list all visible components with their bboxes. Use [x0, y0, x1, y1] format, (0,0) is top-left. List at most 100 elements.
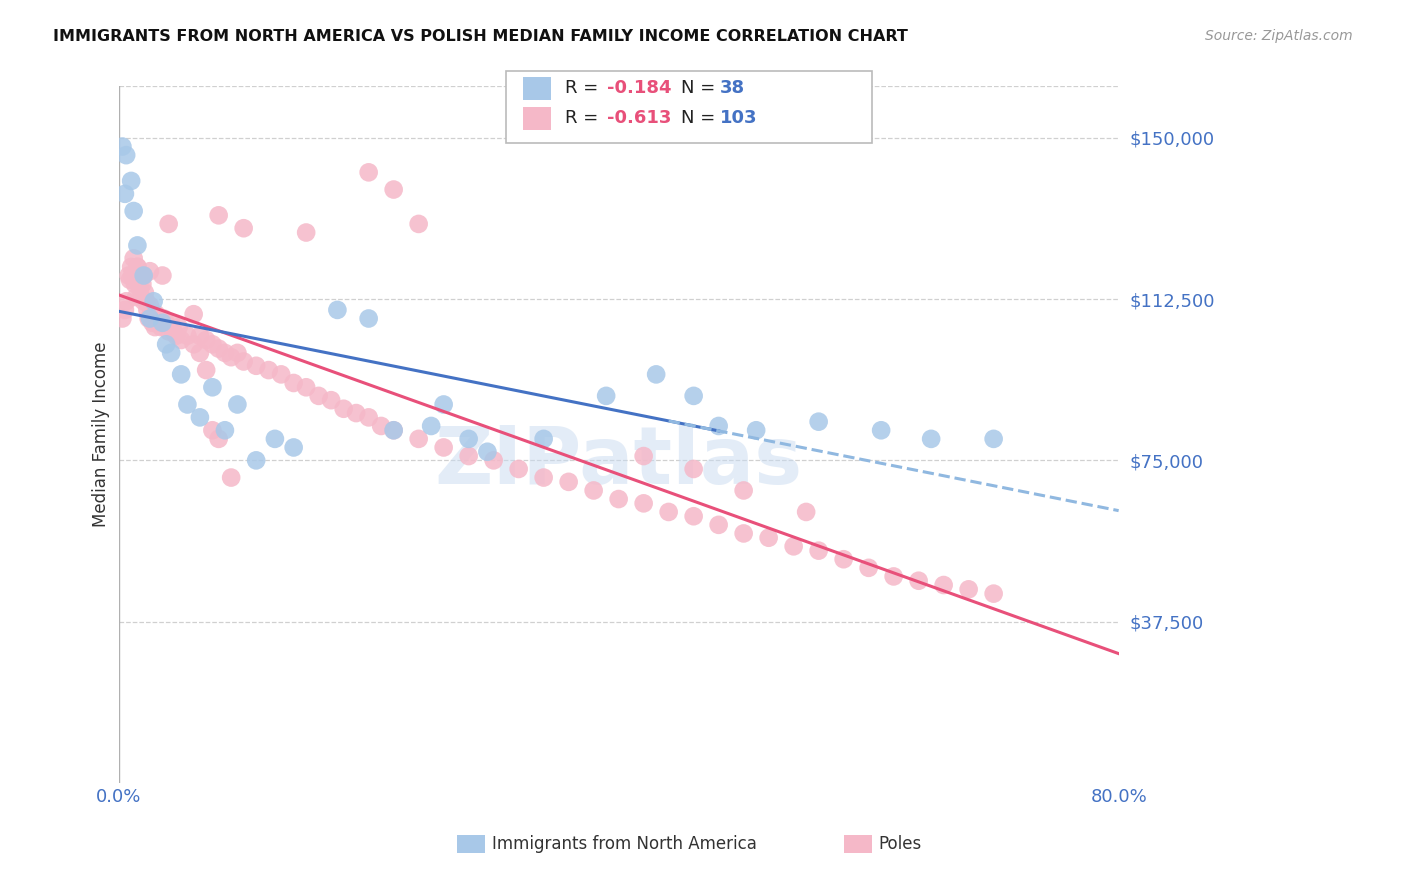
- Point: [332, 401, 354, 416]
- Point: [170, 333, 193, 347]
- Point: [132, 268, 155, 283]
- Point: [733, 526, 755, 541]
- Point: [208, 208, 231, 222]
- Point: [508, 462, 530, 476]
- Point: [201, 380, 224, 394]
- Point: [870, 423, 893, 437]
- Point: [920, 432, 942, 446]
- Point: [370, 419, 392, 434]
- Point: [245, 359, 267, 373]
- Point: [983, 432, 1005, 446]
- Point: [595, 389, 617, 403]
- Point: [782, 539, 804, 553]
- Point: [533, 470, 555, 484]
- Point: [195, 333, 218, 347]
- Point: [127, 238, 149, 252]
- Point: [188, 346, 211, 360]
- Point: [208, 432, 231, 446]
- Point: [214, 346, 236, 360]
- Text: R =: R =: [565, 79, 605, 97]
- Text: ZIPatlas: ZIPatlas: [434, 424, 803, 501]
- Point: [382, 182, 405, 196]
- Point: [633, 496, 655, 510]
- Point: [142, 311, 165, 326]
- Point: [533, 432, 555, 446]
- Point: [157, 217, 180, 231]
- Y-axis label: Median Family Income: Median Family Income: [93, 342, 110, 527]
- Point: [122, 252, 145, 266]
- Text: 103: 103: [720, 110, 758, 128]
- Point: [758, 531, 780, 545]
- Point: [139, 311, 162, 326]
- Point: [557, 475, 579, 489]
- Point: [157, 325, 180, 339]
- Point: [733, 483, 755, 498]
- Point: [357, 410, 380, 425]
- Point: [477, 444, 499, 458]
- Point: [142, 294, 165, 309]
- Point: [382, 423, 405, 437]
- Point: [682, 509, 704, 524]
- Point: [201, 337, 224, 351]
- Text: IMMIGRANTS FROM NORTH AMERICA VS POLISH MEDIAN FAMILY INCOME CORRELATION CHART: IMMIGRANTS FROM NORTH AMERICA VS POLISH …: [53, 29, 908, 44]
- Text: R =: R =: [565, 110, 605, 128]
- Point: [208, 342, 231, 356]
- Point: [321, 393, 343, 408]
- Text: -0.184: -0.184: [607, 79, 672, 97]
- Point: [134, 285, 156, 300]
- Point: [807, 543, 830, 558]
- Point: [152, 311, 174, 326]
- Point: [121, 268, 143, 283]
- Point: [124, 277, 146, 292]
- Point: [270, 368, 292, 382]
- Point: [582, 483, 605, 498]
- Text: 38: 38: [720, 79, 745, 97]
- Point: [794, 505, 817, 519]
- Point: [132, 268, 155, 283]
- Point: [658, 505, 681, 519]
- Point: [433, 441, 456, 455]
- Point: [160, 316, 183, 330]
- Point: [188, 328, 211, 343]
- Point: [129, 281, 152, 295]
- Point: [226, 397, 249, 411]
- Point: [183, 337, 205, 351]
- Point: [219, 350, 242, 364]
- Point: [118, 268, 141, 283]
- Point: [295, 380, 318, 394]
- Point: [295, 226, 318, 240]
- Point: [357, 311, 380, 326]
- Text: Poles: Poles: [879, 835, 922, 853]
- Point: [408, 432, 430, 446]
- Point: [122, 204, 145, 219]
- Point: [682, 389, 704, 403]
- Point: [232, 354, 254, 368]
- Point: [457, 432, 479, 446]
- Point: [219, 470, 242, 484]
- Point: [127, 260, 149, 274]
- Point: [283, 376, 305, 390]
- Point: [482, 453, 505, 467]
- Point: [707, 419, 730, 434]
- Point: [167, 320, 190, 334]
- Text: Source: ZipAtlas.com: Source: ZipAtlas.com: [1205, 29, 1353, 43]
- Point: [607, 491, 630, 506]
- Point: [143, 320, 166, 334]
- Text: -0.613: -0.613: [607, 110, 672, 128]
- Point: [125, 290, 148, 304]
- Point: [883, 569, 905, 583]
- Point: [283, 441, 305, 455]
- Point: [155, 337, 177, 351]
- Point: [163, 325, 186, 339]
- Point: [264, 432, 287, 446]
- Point: [136, 302, 159, 317]
- Point: [408, 217, 430, 231]
- Point: [457, 449, 479, 463]
- Point: [120, 260, 142, 274]
- Point: [141, 307, 163, 321]
- Point: [420, 419, 443, 434]
- Text: N =: N =: [681, 79, 720, 97]
- Point: [745, 423, 768, 437]
- Point: [115, 294, 138, 309]
- Point: [932, 578, 955, 592]
